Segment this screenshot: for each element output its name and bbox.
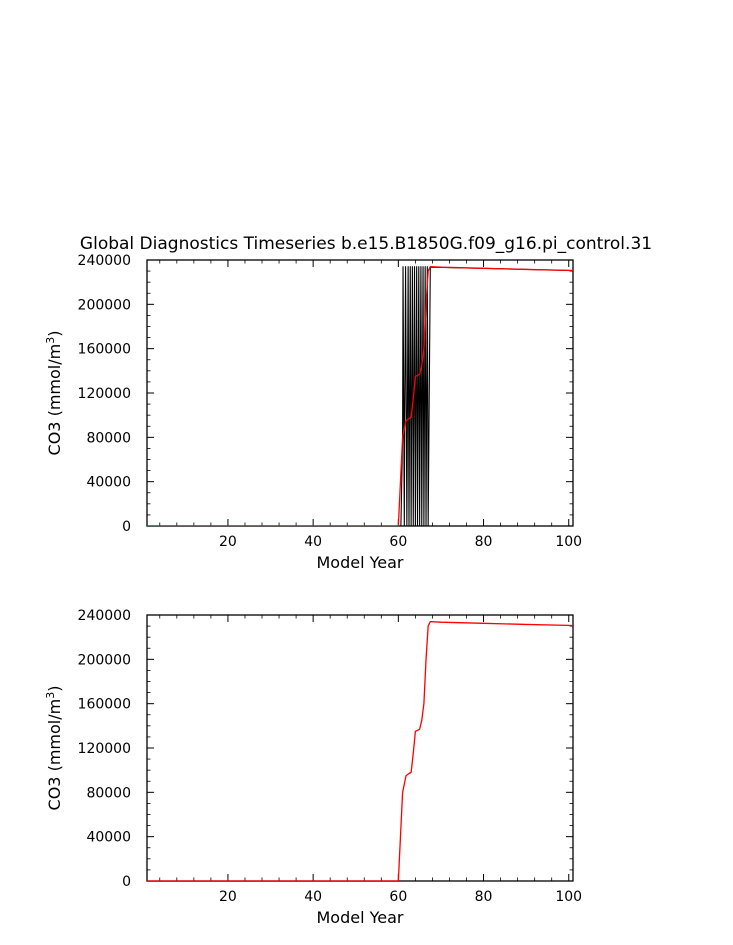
y-tick-label: 0 (122, 519, 131, 535)
x-tick-label: 100 (555, 534, 582, 550)
y-tick-label: 160000 (78, 697, 131, 713)
series-line-raw (147, 266, 573, 526)
y-tick-label: 80000 (86, 430, 131, 446)
y-axis-label-superscript: 3 (44, 692, 57, 699)
x-tick-label: 60 (389, 534, 407, 550)
x-tick-label: 100 (555, 889, 582, 905)
y-tick-label: 40000 (86, 830, 131, 846)
y-axis-label-text: CO3 (mmol/m (45, 699, 64, 811)
x-tick-label: 60 (389, 889, 407, 905)
y-tick-label: 0 (122, 874, 131, 890)
y-axis-label-close: ) (45, 331, 64, 337)
y-axis-label-text: CO3 (mmol/m (45, 344, 64, 456)
x-tick-label: 80 (475, 889, 493, 905)
y-tick-label: 120000 (78, 386, 131, 402)
chart-title: Global Diagnostics Timeseries b.e15.B185… (80, 234, 652, 254)
y-tick-label: 160000 (78, 342, 131, 358)
y-axis-label: CO3 (mmol/m3) (44, 686, 64, 811)
chart-panel-1: 20 40 60 80 100 0 40000 80000 120000 160000 200000… (44, 253, 582, 572)
y-tick-label: 240000 (78, 608, 131, 624)
y-tick-label: 200000 (78, 652, 131, 668)
x-tick-label: 20 (219, 534, 237, 550)
series-line-mean (147, 621, 573, 881)
plot-frame (146, 614, 574, 882)
chart-panel-2: 20 40 60 80 100 0 40000 80000 120000 160000 200000… (44, 608, 582, 927)
plot-frame (146, 259, 574, 527)
y-tick-label: 120000 (78, 741, 131, 757)
x-axis-label: Model Year (317, 553, 404, 572)
y-tick-label: 40000 (86, 475, 131, 491)
x-tick-label: 20 (219, 889, 237, 905)
y-tick-label: 80000 (86, 785, 131, 801)
x-axis-label: Model Year (317, 908, 404, 927)
y-axis-label-close: ) (45, 686, 64, 692)
x-tick-label: 80 (475, 534, 493, 550)
y-axis-label: CO3 (mmol/m3) (44, 331, 64, 456)
y-tick-label: 200000 (78, 297, 131, 313)
x-tick-label: 40 (304, 889, 322, 905)
y-tick-label: 240000 (78, 253, 131, 269)
series-line-mean (147, 265, 573, 526)
x-tick-label: 40 (304, 534, 322, 550)
y-axis-label-superscript: 3 (44, 337, 57, 344)
